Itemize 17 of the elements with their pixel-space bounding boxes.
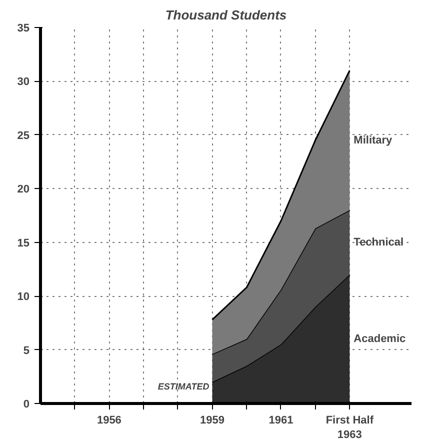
y-tick-label: 20: [17, 184, 30, 196]
y-tick-label: 30: [17, 76, 30, 88]
y-tick-label: 5: [23, 344, 30, 357]
y-tick-label: 15: [17, 237, 30, 250]
y-tick-label: 25: [17, 130, 30, 142]
x-tick-label: 1961: [268, 414, 294, 426]
series-label: Military: [354, 134, 394, 146]
y-tick-label: 10: [17, 291, 30, 304]
series-label: Academic: [354, 333, 406, 346]
series-label: Technical: [354, 236, 404, 248]
y-tick-label: 0: [23, 398, 30, 410]
x-tick-label: 1959: [200, 414, 225, 426]
x-tick-label: 1956: [96, 414, 122, 426]
annotation: ESTIMATED: [158, 382, 210, 392]
chart-title: Thousand Students: [165, 8, 287, 22]
y-tick-label: 35: [17, 22, 30, 34]
x-tick-label: First Half 1963: [326, 414, 374, 441]
